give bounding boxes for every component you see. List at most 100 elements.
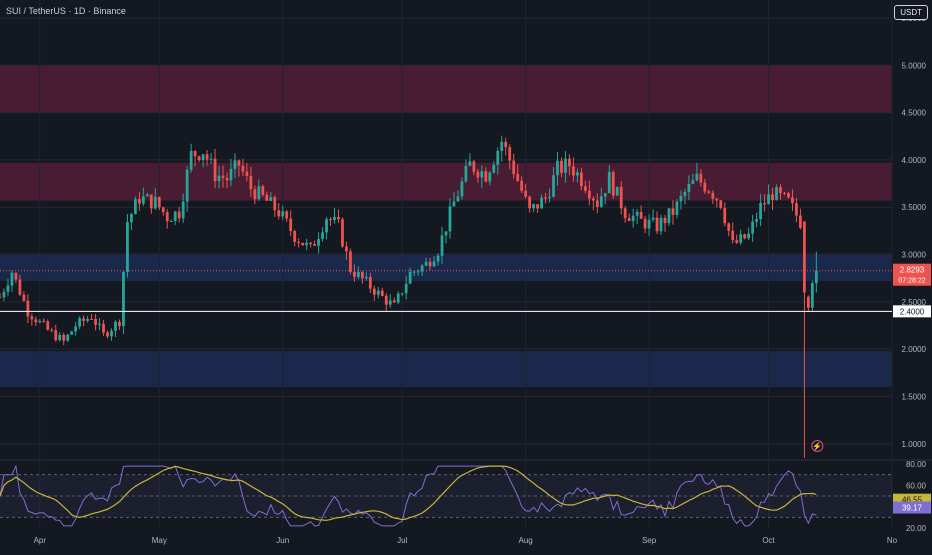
- candle-body: [110, 330, 113, 337]
- candle-body: [683, 191, 687, 196]
- candle-body: [751, 221, 755, 234]
- candle-body: [460, 181, 464, 197]
- candle-body: [552, 175, 555, 197]
- candle-body: [528, 196, 532, 209]
- candle-body: [380, 290, 384, 296]
- candle-body: [488, 172, 492, 182]
- candle-body: [237, 160, 241, 166]
- candle-body: [356, 272, 360, 277]
- candle-body: [727, 223, 731, 231]
- candle-body: [66, 334, 70, 341]
- candle-body: [137, 199, 141, 204]
- candle-body: [82, 318, 86, 321]
- candle-body: [22, 294, 26, 301]
- candle-body: [651, 217, 655, 220]
- candle-body: [619, 186, 623, 209]
- candle-body: [711, 192, 715, 199]
- candle-body: [448, 206, 452, 232]
- candle-body: [193, 151, 197, 157]
- candle-body: [739, 234, 743, 243]
- candle-body: [396, 293, 400, 303]
- candle-body: [643, 218, 647, 229]
- y-tick-label: 2.0000: [902, 345, 927, 354]
- candle-body: [607, 172, 611, 194]
- rsi-ma-value: 46.55: [902, 496, 923, 505]
- candle-body: [165, 212, 169, 222]
- candle-body: [185, 169, 189, 202]
- candle-body: [345, 246, 348, 252]
- candle-body: [691, 180, 695, 184]
- support-line-label-bg: [893, 305, 931, 318]
- candle-body: [205, 154, 209, 160]
- currency-badge[interactable]: USDT: [894, 5, 928, 20]
- y-tick-label: 3.0000: [902, 251, 927, 260]
- candle-body: [269, 197, 273, 201]
- candle-body: [261, 186, 265, 195]
- candle-body: [623, 208, 627, 219]
- candle-body: [659, 217, 663, 232]
- candle-body: [436, 255, 440, 262]
- candle-body: [141, 196, 145, 204]
- candle-body: [568, 158, 571, 167]
- x-tick-label: Oct: [762, 536, 775, 545]
- rsi-ma-line: [0, 465, 817, 521]
- event-flash-icon[interactable]: [811, 440, 824, 452]
- candle-body: [130, 214, 133, 223]
- candle-body: [201, 154, 205, 161]
- candle-body: [189, 151, 193, 170]
- candle-body: [440, 235, 444, 256]
- candle-body: [687, 183, 691, 192]
- y-tick-label: 4.5000: [902, 109, 927, 118]
- rsi-line: [0, 464, 817, 527]
- candle-body: [42, 320, 46, 322]
- candle-body: [456, 196, 460, 202]
- candle-body: [544, 197, 547, 199]
- candle-body: [635, 211, 639, 216]
- candle-body: [225, 178, 229, 181]
- candle-body: [484, 171, 488, 182]
- candle-body: [564, 158, 567, 173]
- candle-body: [106, 332, 109, 337]
- rsi-y-tick-label: 60.00: [906, 481, 927, 490]
- candle-body: [221, 175, 225, 179]
- candle-body: [26, 300, 30, 317]
- candle-body: [2, 291, 6, 298]
- candle-body: [14, 272, 18, 280]
- candle-body: [376, 290, 380, 295]
- candle-body: [444, 231, 448, 236]
- candle-body: [671, 208, 675, 216]
- candle-body: [783, 192, 786, 194]
- candle-body: [675, 201, 679, 216]
- candle-body: [341, 219, 344, 247]
- candle-body: [603, 193, 607, 197]
- candle-body: [157, 196, 161, 208]
- candle-body: [360, 272, 364, 279]
- candle-body: [787, 193, 790, 198]
- y-tick-label: 4.0000: [902, 156, 927, 165]
- candle-body: [329, 219, 332, 221]
- candle-body: [197, 156, 201, 161]
- candle-body: [145, 194, 149, 197]
- candle-body: [126, 222, 129, 272]
- candle-body: [775, 187, 778, 201]
- candle-body: [424, 261, 428, 266]
- candle-body: [313, 244, 316, 246]
- candle-body: [209, 158, 213, 160]
- candle-body: [667, 208, 671, 224]
- candle-body: [372, 288, 376, 295]
- candle-body: [70, 331, 74, 335]
- x-tick-label: Jul: [397, 536, 407, 545]
- candle-body: [285, 211, 289, 219]
- candle-body: [46, 321, 50, 330]
- x-tick-label: May: [152, 536, 167, 545]
- candle-body: [735, 240, 739, 243]
- candle-body: [560, 160, 563, 173]
- candle-body: [556, 160, 559, 176]
- candle-body: [50, 329, 54, 331]
- candle-body: [763, 203, 766, 205]
- candle-body: [321, 232, 324, 239]
- x-tick-label: No: [887, 536, 898, 545]
- candle-body: [631, 215, 635, 221]
